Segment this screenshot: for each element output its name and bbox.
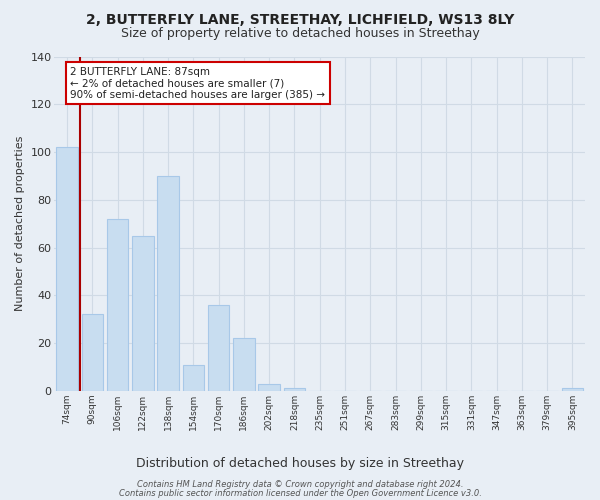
Bar <box>157 176 179 391</box>
Text: 2 BUTTERFLY LANE: 87sqm
← 2% of detached houses are smaller (7)
90% of semi-deta: 2 BUTTERFLY LANE: 87sqm ← 2% of detached… <box>70 66 325 100</box>
Bar <box>107 219 128 391</box>
Bar <box>233 338 254 391</box>
Text: Contains HM Land Registry data © Crown copyright and database right 2024.: Contains HM Land Registry data © Crown c… <box>137 480 463 489</box>
Bar <box>132 236 154 391</box>
Bar <box>562 388 583 391</box>
Text: Size of property relative to detached houses in Streethay: Size of property relative to detached ho… <box>121 28 479 40</box>
Bar <box>284 388 305 391</box>
Text: 2, BUTTERFLY LANE, STREETHAY, LICHFIELD, WS13 8LY: 2, BUTTERFLY LANE, STREETHAY, LICHFIELD,… <box>86 12 514 26</box>
Bar <box>259 384 280 391</box>
Y-axis label: Number of detached properties: Number of detached properties <box>15 136 25 312</box>
Bar <box>182 364 204 391</box>
Text: Contains public sector information licensed under the Open Government Licence v3: Contains public sector information licen… <box>119 488 481 498</box>
Text: Distribution of detached houses by size in Streethay: Distribution of detached houses by size … <box>136 458 464 470</box>
Bar <box>56 148 78 391</box>
Bar <box>208 305 229 391</box>
Bar <box>82 314 103 391</box>
